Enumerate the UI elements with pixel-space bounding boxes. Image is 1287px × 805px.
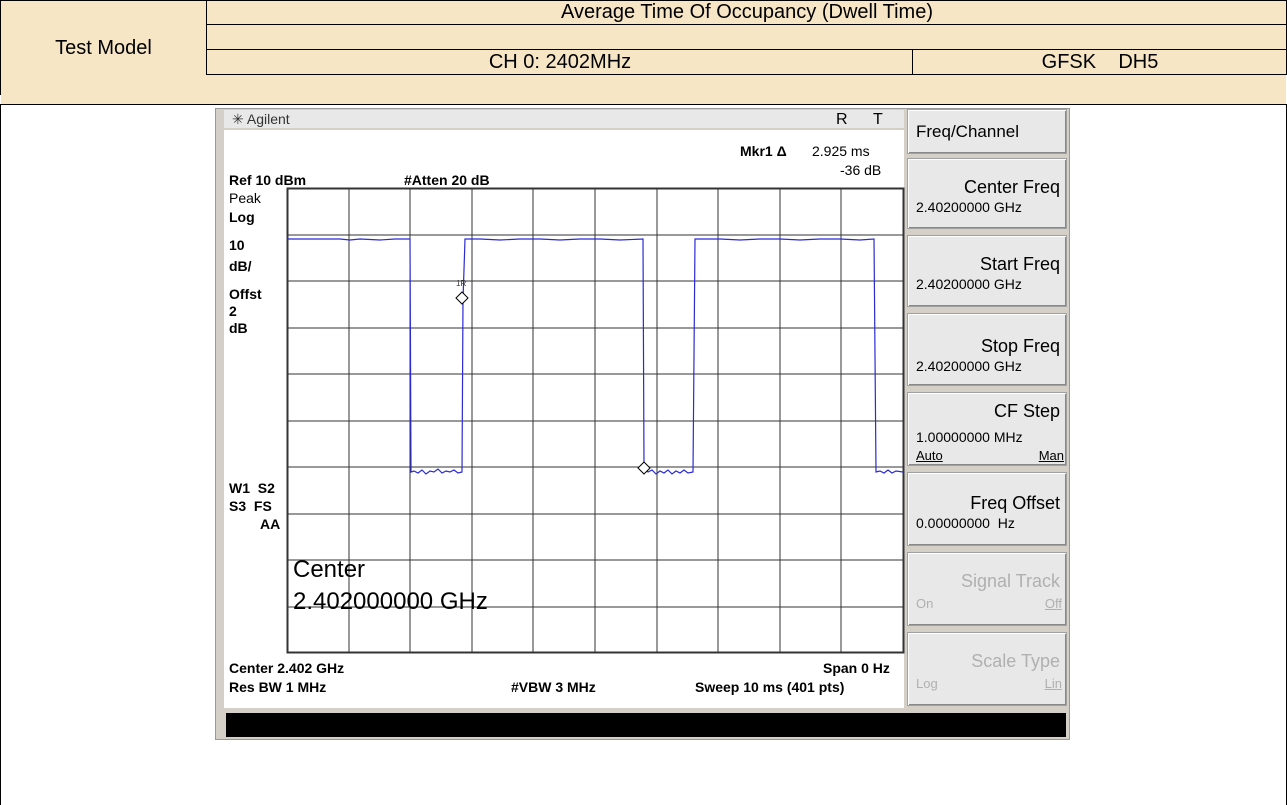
left-label: W1 S2 xyxy=(229,480,275,496)
brand-text: Agilent xyxy=(246,111,290,127)
softkey-value: 1.00000000 MHz xyxy=(916,429,1023,445)
channel-cell xyxy=(207,50,913,75)
marker-id: 1R xyxy=(456,279,466,288)
left-label: Peak xyxy=(229,190,261,206)
softkey-value: 2.40200000 GHz xyxy=(916,199,1022,215)
left-label: 10 xyxy=(229,237,245,253)
left-label: dB xyxy=(229,320,248,336)
footer-span: Span 0 Hz xyxy=(823,660,890,676)
analyzer-topbar xyxy=(224,110,904,128)
softkey[interactable]: Center Freq 2.40200000 GHz xyxy=(907,158,1067,229)
status: R xyxy=(836,111,848,128)
marker-level: -36 dB xyxy=(840,162,882,178)
softkey-label: Signal Track xyxy=(960,571,1060,591)
softkey-option: Lin xyxy=(1044,676,1062,691)
softkey-label: Stop Freq xyxy=(980,336,1060,356)
grid xyxy=(286,187,905,654)
attenuation: #Atten 20 dB xyxy=(404,172,490,188)
channel: CH 0: 2402MHz xyxy=(488,51,632,73)
left-label: Offst xyxy=(229,286,262,302)
softkey-option: Log xyxy=(916,676,938,691)
softkey-option: Auto xyxy=(916,448,943,463)
ref-level: Ref 10 dBm xyxy=(229,172,307,188)
softkey[interactable]: Stop Freq 2.40200000 GHz xyxy=(907,313,1067,386)
footer-sweep: Sweep 10 ms (401 pts) xyxy=(695,679,845,695)
title: Average Time Of Occupancy (Dwell Time) xyxy=(561,1,933,23)
softkey-label: Scale Type xyxy=(971,651,1060,671)
analyzer-screen xyxy=(224,130,904,708)
softkey-option: On xyxy=(916,596,934,611)
grid-lines xyxy=(287,188,903,652)
softkey-label: Start Freq xyxy=(979,254,1060,274)
test-model: Test Model xyxy=(55,37,152,59)
left-label: AA xyxy=(260,516,281,532)
footer-vbw: #VBW 3 MHz xyxy=(511,679,596,695)
footer-rbw: Res BW 1 MHz xyxy=(229,679,327,695)
softkey-value: 2.40200000 GHz xyxy=(916,358,1022,374)
left-label: 2 xyxy=(229,303,237,319)
title-cell xyxy=(207,0,1287,25)
softkey[interactable]: Scale Type Log Lin xyxy=(907,632,1067,706)
status: T xyxy=(873,111,883,128)
softkey[interactable]: Signal Track On Off xyxy=(907,552,1067,626)
mode: GFSK DH5 xyxy=(1041,51,1159,73)
softkey-label: Center Freq xyxy=(963,177,1060,197)
softkey-value: 0.00000000 Hz xyxy=(916,515,1015,531)
left-label: Log xyxy=(229,209,255,225)
left-label: dB/ xyxy=(229,258,252,274)
footer-center: Center 2.402 GHz xyxy=(229,660,345,676)
brand: ✳ Agilent xyxy=(232,111,290,127)
left-label: S3 FS xyxy=(229,498,272,514)
softkey[interactable]: CF Step 1.00000000 MHz Auto Man xyxy=(907,392,1067,466)
marker-label: Mkr1 Δ xyxy=(740,143,787,159)
softkey[interactable]: Start Freq 2.40200000 GHz xyxy=(907,235,1067,307)
status-bar xyxy=(226,713,1066,737)
mode-cell xyxy=(913,50,1287,75)
softkey-label: CF Step xyxy=(993,401,1060,421)
softkey-label: Freq Offset xyxy=(970,493,1060,513)
menu-label: Freq/Channel xyxy=(916,122,1020,141)
marker-ref xyxy=(455,291,469,305)
marker-delta xyxy=(637,461,651,475)
trace xyxy=(287,238,904,475)
header-band xyxy=(1,75,1286,104)
marker-time: 2.925 ms xyxy=(812,143,870,159)
softkey-value: 2.40200000 GHz xyxy=(916,276,1022,292)
blank-cell xyxy=(207,25,1287,50)
softkey[interactable]: Freq Offset 0.00000000 Hz xyxy=(907,472,1067,546)
softkey-option: Man xyxy=(1038,448,1064,463)
center-title: Center xyxy=(293,556,366,583)
center-freq: 2.402000000 GHz xyxy=(293,588,488,615)
menu-key[interactable]: Freq/Channel xyxy=(907,109,1067,154)
softkey-option: Off xyxy=(1044,596,1062,611)
